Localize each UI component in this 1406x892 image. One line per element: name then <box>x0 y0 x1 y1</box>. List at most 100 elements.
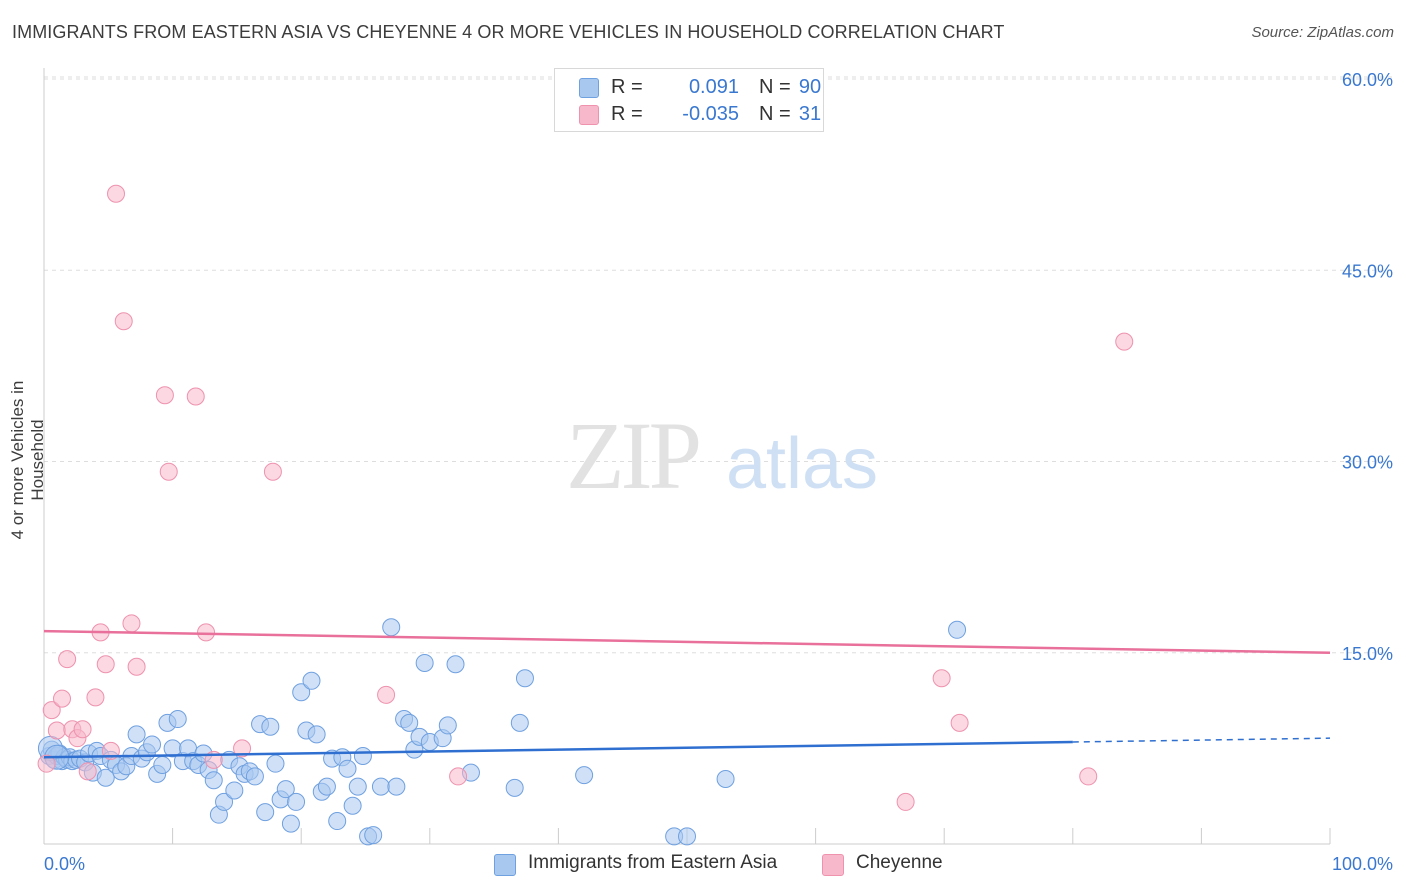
point-eastern-asia <box>515 669 534 688</box>
legend-n-value: 31 <box>798 103 822 125</box>
legend-n-value: 90 <box>798 76 822 98</box>
point-eastern-asia <box>153 755 172 774</box>
point-cheyenne <box>377 685 396 704</box>
series-swatch-eastern-asia <box>494 854 516 876</box>
point-cheyenne <box>114 312 133 331</box>
point-eastern-asia <box>256 803 275 822</box>
point-eastern-asia <box>382 618 401 637</box>
point-eastern-asia <box>400 713 419 732</box>
point-eastern-asia <box>143 735 162 754</box>
watermark-zip: ZIP <box>566 402 699 509</box>
legend-n-label: N = <box>759 76 791 98</box>
point-cheyenne <box>78 762 97 781</box>
point-eastern-asia <box>348 777 367 796</box>
point-cheyenne <box>932 669 951 688</box>
point-eastern-asia <box>716 769 735 788</box>
point-eastern-asia <box>364 826 383 845</box>
point-eastern-asia <box>317 777 336 796</box>
chart-title: IMMIGRANTS FROM EASTERN ASIA VS CHEYENNE… <box>12 22 1005 42</box>
point-cheyenne <box>127 657 146 676</box>
x-tick-label: 0.0% <box>44 854 85 874</box>
point-eastern-asia <box>338 759 357 778</box>
point-cheyenne <box>263 462 282 481</box>
point-cheyenne <box>159 462 178 481</box>
point-eastern-asia <box>215 792 234 811</box>
point-cheyenne <box>233 739 252 758</box>
point-eastern-asia <box>415 653 434 672</box>
axes <box>43 68 1331 845</box>
point-cheyenne <box>107 184 126 203</box>
y-tick-label: 15.0% <box>1342 644 1393 664</box>
point-cheyenne <box>155 386 174 405</box>
point-eastern-asia <box>168 710 187 729</box>
y-tick-label: 60.0% <box>1342 70 1393 90</box>
watermark-atlas: atlas <box>726 424 878 504</box>
point-eastern-asia <box>266 754 285 773</box>
point-eastern-asia <box>276 780 295 799</box>
point-cheyenne <box>950 713 969 732</box>
point-cheyenne <box>122 614 141 633</box>
point-cheyenne <box>1079 767 1098 786</box>
y-tick-label: 45.0% <box>1342 261 1393 281</box>
point-cheyenne <box>73 720 92 739</box>
point-eastern-asia <box>387 777 406 796</box>
point-eastern-asia <box>307 725 326 744</box>
series-legend-label: Cheyenne <box>856 852 943 873</box>
point-eastern-asia <box>948 620 967 639</box>
point-cheyenne <box>86 688 105 707</box>
point-eastern-asia <box>96 768 115 787</box>
legend-r-label: R = <box>611 103 643 125</box>
point-eastern-asia <box>678 827 696 846</box>
point-eastern-asia <box>281 814 300 833</box>
point-cheyenne <box>197 623 216 642</box>
y-axis-label: 4 or more Vehicles in Household <box>8 380 47 540</box>
legend-r-label: R = <box>611 76 643 98</box>
x-tick-label: 100.0% <box>1332 854 1393 874</box>
point-eastern-asia <box>446 655 465 674</box>
point-eastern-asia <box>287 792 306 811</box>
trend-line-eastern-asia <box>43 740 1073 759</box>
trend-line-cheyenne <box>43 629 1331 654</box>
point-eastern-asia <box>204 771 223 790</box>
point-eastern-asia <box>505 778 524 797</box>
point-cheyenne <box>42 701 61 720</box>
point-cheyenne <box>37 754 56 773</box>
point-eastern-asia <box>328 812 347 831</box>
point-cheyenne <box>96 655 115 674</box>
source-label: Source: ZipAtlas.com <box>1251 24 1394 41</box>
point-eastern-asia <box>127 725 146 744</box>
series-legend-label: Immigrants from Eastern Asia <box>528 852 778 873</box>
grid-lines <box>44 76 1396 654</box>
trend-lines <box>43 629 1331 759</box>
point-cheyenne <box>449 767 468 786</box>
legend-r-value: -0.035 <box>682 103 739 125</box>
point-eastern-asia <box>353 747 372 766</box>
data-points <box>37 184 1134 846</box>
series-legend: Immigrants from Eastern Asia Cheyenne <box>0 852 1406 878</box>
trend-line-eastern-asia-extension <box>1072 737 1331 743</box>
watermark: ZIP atlas <box>566 402 878 509</box>
tick-labels: 15.0% 30.0% 45.0% 60.0% 0.0% 100.0% <box>44 70 1393 874</box>
y-tick-label: 30.0% <box>1342 453 1393 473</box>
point-eastern-asia <box>343 796 362 815</box>
legend-r-value: 0.091 <box>688 76 739 98</box>
point-cheyenne <box>186 387 205 406</box>
point-eastern-asia <box>245 767 264 786</box>
point-eastern-asia <box>302 671 321 690</box>
legend-swatch-eastern-asia <box>579 78 599 98</box>
point-cheyenne <box>53 689 72 708</box>
point-cheyenne <box>47 721 66 740</box>
point-cheyenne <box>58 650 77 669</box>
point-cheyenne <box>896 792 915 811</box>
point-eastern-asia <box>225 781 244 800</box>
legend-swatch-cheyenne <box>579 105 599 125</box>
point-eastern-asia <box>510 713 529 732</box>
point-eastern-asia <box>371 777 390 796</box>
series-swatch-cheyenne <box>822 854 844 876</box>
point-eastern-asia <box>575 766 594 785</box>
correlation-legend: R = 0.091 N = 90 R = -0.035 N = 31 <box>554 68 824 132</box>
point-eastern-asia <box>438 716 457 735</box>
point-eastern-asia <box>261 717 280 736</box>
point-eastern-asia <box>292 683 311 702</box>
